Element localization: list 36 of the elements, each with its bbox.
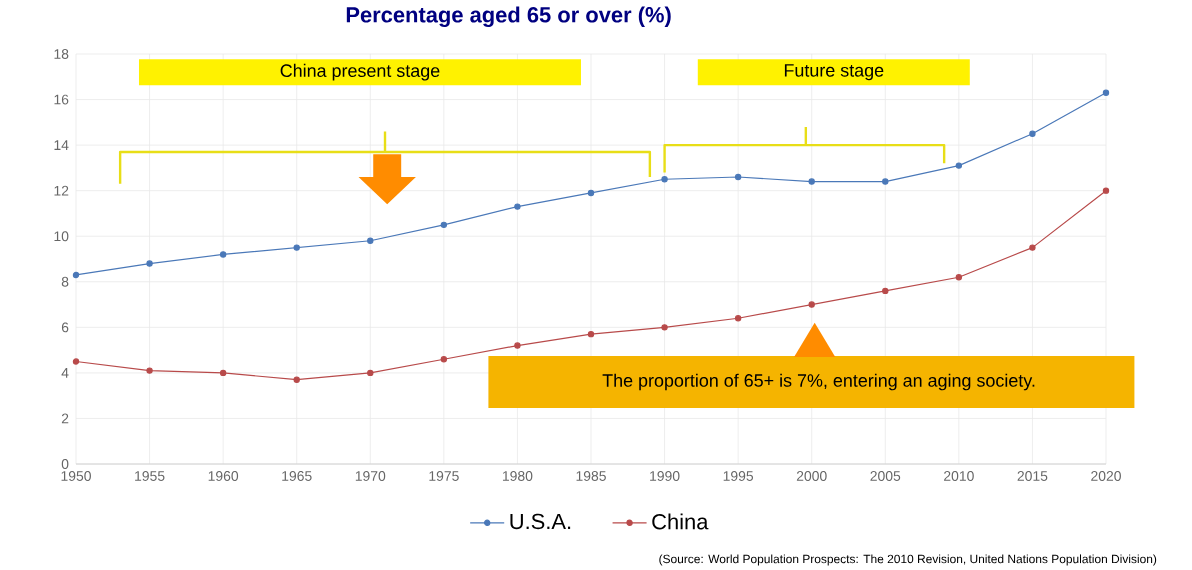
point bbox=[72, 358, 80, 365]
point bbox=[293, 376, 300, 383]
point bbox=[514, 203, 521, 210]
annotation: The proportion of 65+ is 7%, entering an aging society. bbox=[602, 373, 1035, 391]
point bbox=[1102, 89, 1110, 96]
point bbox=[514, 342, 521, 349]
point bbox=[808, 178, 815, 185]
point bbox=[146, 260, 153, 267]
point bbox=[219, 251, 227, 258]
point bbox=[734, 315, 742, 322]
annotation: Future stage bbox=[784, 64, 884, 81]
point bbox=[955, 162, 963, 169]
point bbox=[955, 274, 963, 281]
point bbox=[587, 330, 595, 338]
point bbox=[293, 244, 300, 251]
point bbox=[219, 369, 227, 377]
point bbox=[72, 271, 80, 279]
chart-title: Percentage aged 65 or over (%) bbox=[346, 6, 671, 28]
point bbox=[882, 178, 889, 185]
point bbox=[882, 287, 889, 295]
point bbox=[440, 221, 448, 229]
point bbox=[367, 369, 374, 377]
legend-label: U.S.A. bbox=[510, 513, 571, 530]
point bbox=[440, 356, 448, 363]
annotation: China present stage bbox=[280, 63, 440, 81]
point bbox=[367, 237, 374, 244]
point bbox=[661, 324, 668, 331]
point bbox=[1102, 187, 1110, 194]
point bbox=[146, 367, 153, 374]
point bbox=[1029, 130, 1036, 137]
point bbox=[661, 176, 668, 183]
point bbox=[734, 173, 742, 181]
point bbox=[808, 301, 815, 308]
point bbox=[1029, 244, 1036, 251]
legend-label: China bbox=[652, 513, 709, 530]
point bbox=[587, 189, 595, 197]
